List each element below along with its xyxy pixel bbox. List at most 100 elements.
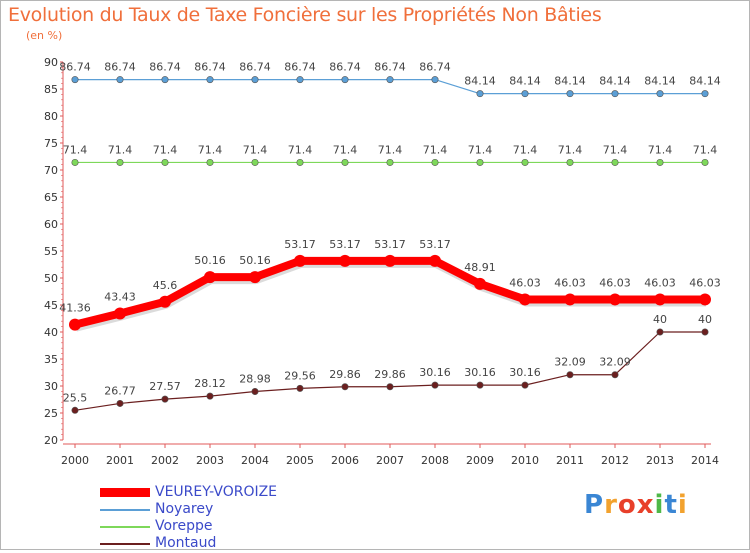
data-point <box>116 76 124 84</box>
x-tick-label: 2013 <box>646 454 674 467</box>
data-label: 84.14 <box>554 75 586 88</box>
data-label: 86.74 <box>329 61 361 74</box>
data-label: 86.74 <box>104 61 136 74</box>
y-tick-label: 30 <box>44 380 58 393</box>
data-point <box>159 295 171 308</box>
logo-letter: o <box>617 490 637 520</box>
data-point <box>339 254 351 267</box>
data-point <box>429 254 441 267</box>
data-label: 86.74 <box>149 61 181 74</box>
data-label: 29.56 <box>284 369 316 382</box>
data-label: 71.4 <box>153 143 178 156</box>
logo-letter: r <box>604 490 618 520</box>
y-tick-label: 35 <box>44 353 58 366</box>
x-tick-label: 2000 <box>61 454 89 467</box>
logo-letter: i <box>654 490 665 520</box>
y-tick-label: 75 <box>44 137 58 150</box>
data-label: 41.36 <box>59 302 91 315</box>
data-label: 26.77 <box>104 384 136 397</box>
data-label: 30.16 <box>464 366 496 379</box>
data-point <box>161 158 169 166</box>
data-point <box>566 90 574 98</box>
data-point <box>71 76 79 84</box>
x-tick-label: 2003 <box>196 454 224 467</box>
data-label: 84.14 <box>464 75 496 88</box>
data-point <box>206 158 214 166</box>
data-point <box>341 383 349 391</box>
data-label: 71.4 <box>513 143 538 156</box>
data-point <box>206 76 214 84</box>
data-label: 71.4 <box>198 143 223 156</box>
data-label: 71.4 <box>693 143 718 156</box>
data-point <box>521 90 529 98</box>
data-label: 50.16 <box>239 254 271 267</box>
data-point <box>341 76 349 84</box>
data-point <box>566 158 574 166</box>
y-tick-label: 80 <box>44 110 58 123</box>
data-label: 53.17 <box>329 238 361 251</box>
data-point <box>206 392 214 400</box>
x-tick-label: 2004 <box>241 454 269 467</box>
data-point <box>474 277 486 290</box>
data-point <box>296 384 304 392</box>
legend-swatch-montaud <box>100 543 150 545</box>
x-tick-label: 2014 <box>691 454 719 467</box>
data-label: 84.14 <box>509 75 541 88</box>
data-label: 32.09 <box>599 356 631 369</box>
legend-label-voreppe: Voreppe <box>155 518 213 534</box>
logo-letter: t <box>664 490 678 520</box>
data-point <box>609 293 621 306</box>
x-tick-label: 2008 <box>421 454 449 467</box>
data-point <box>701 158 709 166</box>
x-tick-label: 2010 <box>511 454 539 467</box>
data-label: 71.4 <box>648 143 673 156</box>
data-point <box>384 254 396 267</box>
data-point <box>294 254 306 267</box>
data-label: 50.16 <box>194 254 226 267</box>
y-tick-label: 90 <box>44 56 58 69</box>
data-label: 30.16 <box>509 366 541 379</box>
x-tick-label: 2006 <box>331 454 359 467</box>
data-point <box>251 388 259 396</box>
data-point <box>519 293 531 306</box>
data-label: 46.03 <box>644 276 676 289</box>
data-label: 71.4 <box>63 143 88 156</box>
data-point <box>296 158 304 166</box>
legend-label-veurey-voroize: VEUREY-VOROIZE <box>155 484 278 500</box>
legend-label-noyarey: Noyarey <box>155 501 214 517</box>
legend-label-montaud: Montaud <box>155 535 217 551</box>
data-label: 53.17 <box>284 238 316 251</box>
data-point <box>656 90 664 98</box>
legend-swatch-noyarey <box>100 509 150 511</box>
data-point <box>431 76 439 84</box>
data-label: 40 <box>653 313 667 326</box>
y-tick-label: 60 <box>44 218 58 231</box>
legend-swatch-voreppe <box>100 526 150 528</box>
x-tick-label: 2012 <box>601 454 629 467</box>
data-label: 45.6 <box>153 279 178 292</box>
y-tick-label: 25 <box>44 407 58 420</box>
y-tick-label: 45 <box>44 299 58 312</box>
data-point <box>161 395 169 403</box>
data-label: 71.4 <box>558 143 583 156</box>
data-point <box>386 383 394 391</box>
y-tick-label: 20 <box>44 434 58 447</box>
data-point <box>431 381 439 389</box>
data-point <box>701 90 709 98</box>
data-point <box>701 328 709 336</box>
data-label: 71.4 <box>468 143 493 156</box>
data-point <box>69 318 81 331</box>
data-label: 84.14 <box>599 75 631 88</box>
proxiti-logo: Proxiti <box>584 490 688 520</box>
data-point <box>611 158 619 166</box>
data-label: 28.12 <box>194 377 226 390</box>
data-label: 53.17 <box>374 238 406 251</box>
data-point <box>521 158 529 166</box>
data-label: 86.74 <box>239 61 271 74</box>
logo-letter: i <box>677 490 688 520</box>
data-label: 46.03 <box>599 276 631 289</box>
data-label: 71.4 <box>378 143 403 156</box>
data-point <box>71 158 79 166</box>
